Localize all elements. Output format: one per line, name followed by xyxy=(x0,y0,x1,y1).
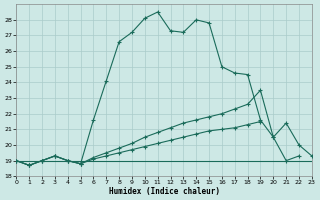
X-axis label: Humidex (Indice chaleur): Humidex (Indice chaleur) xyxy=(108,187,220,196)
